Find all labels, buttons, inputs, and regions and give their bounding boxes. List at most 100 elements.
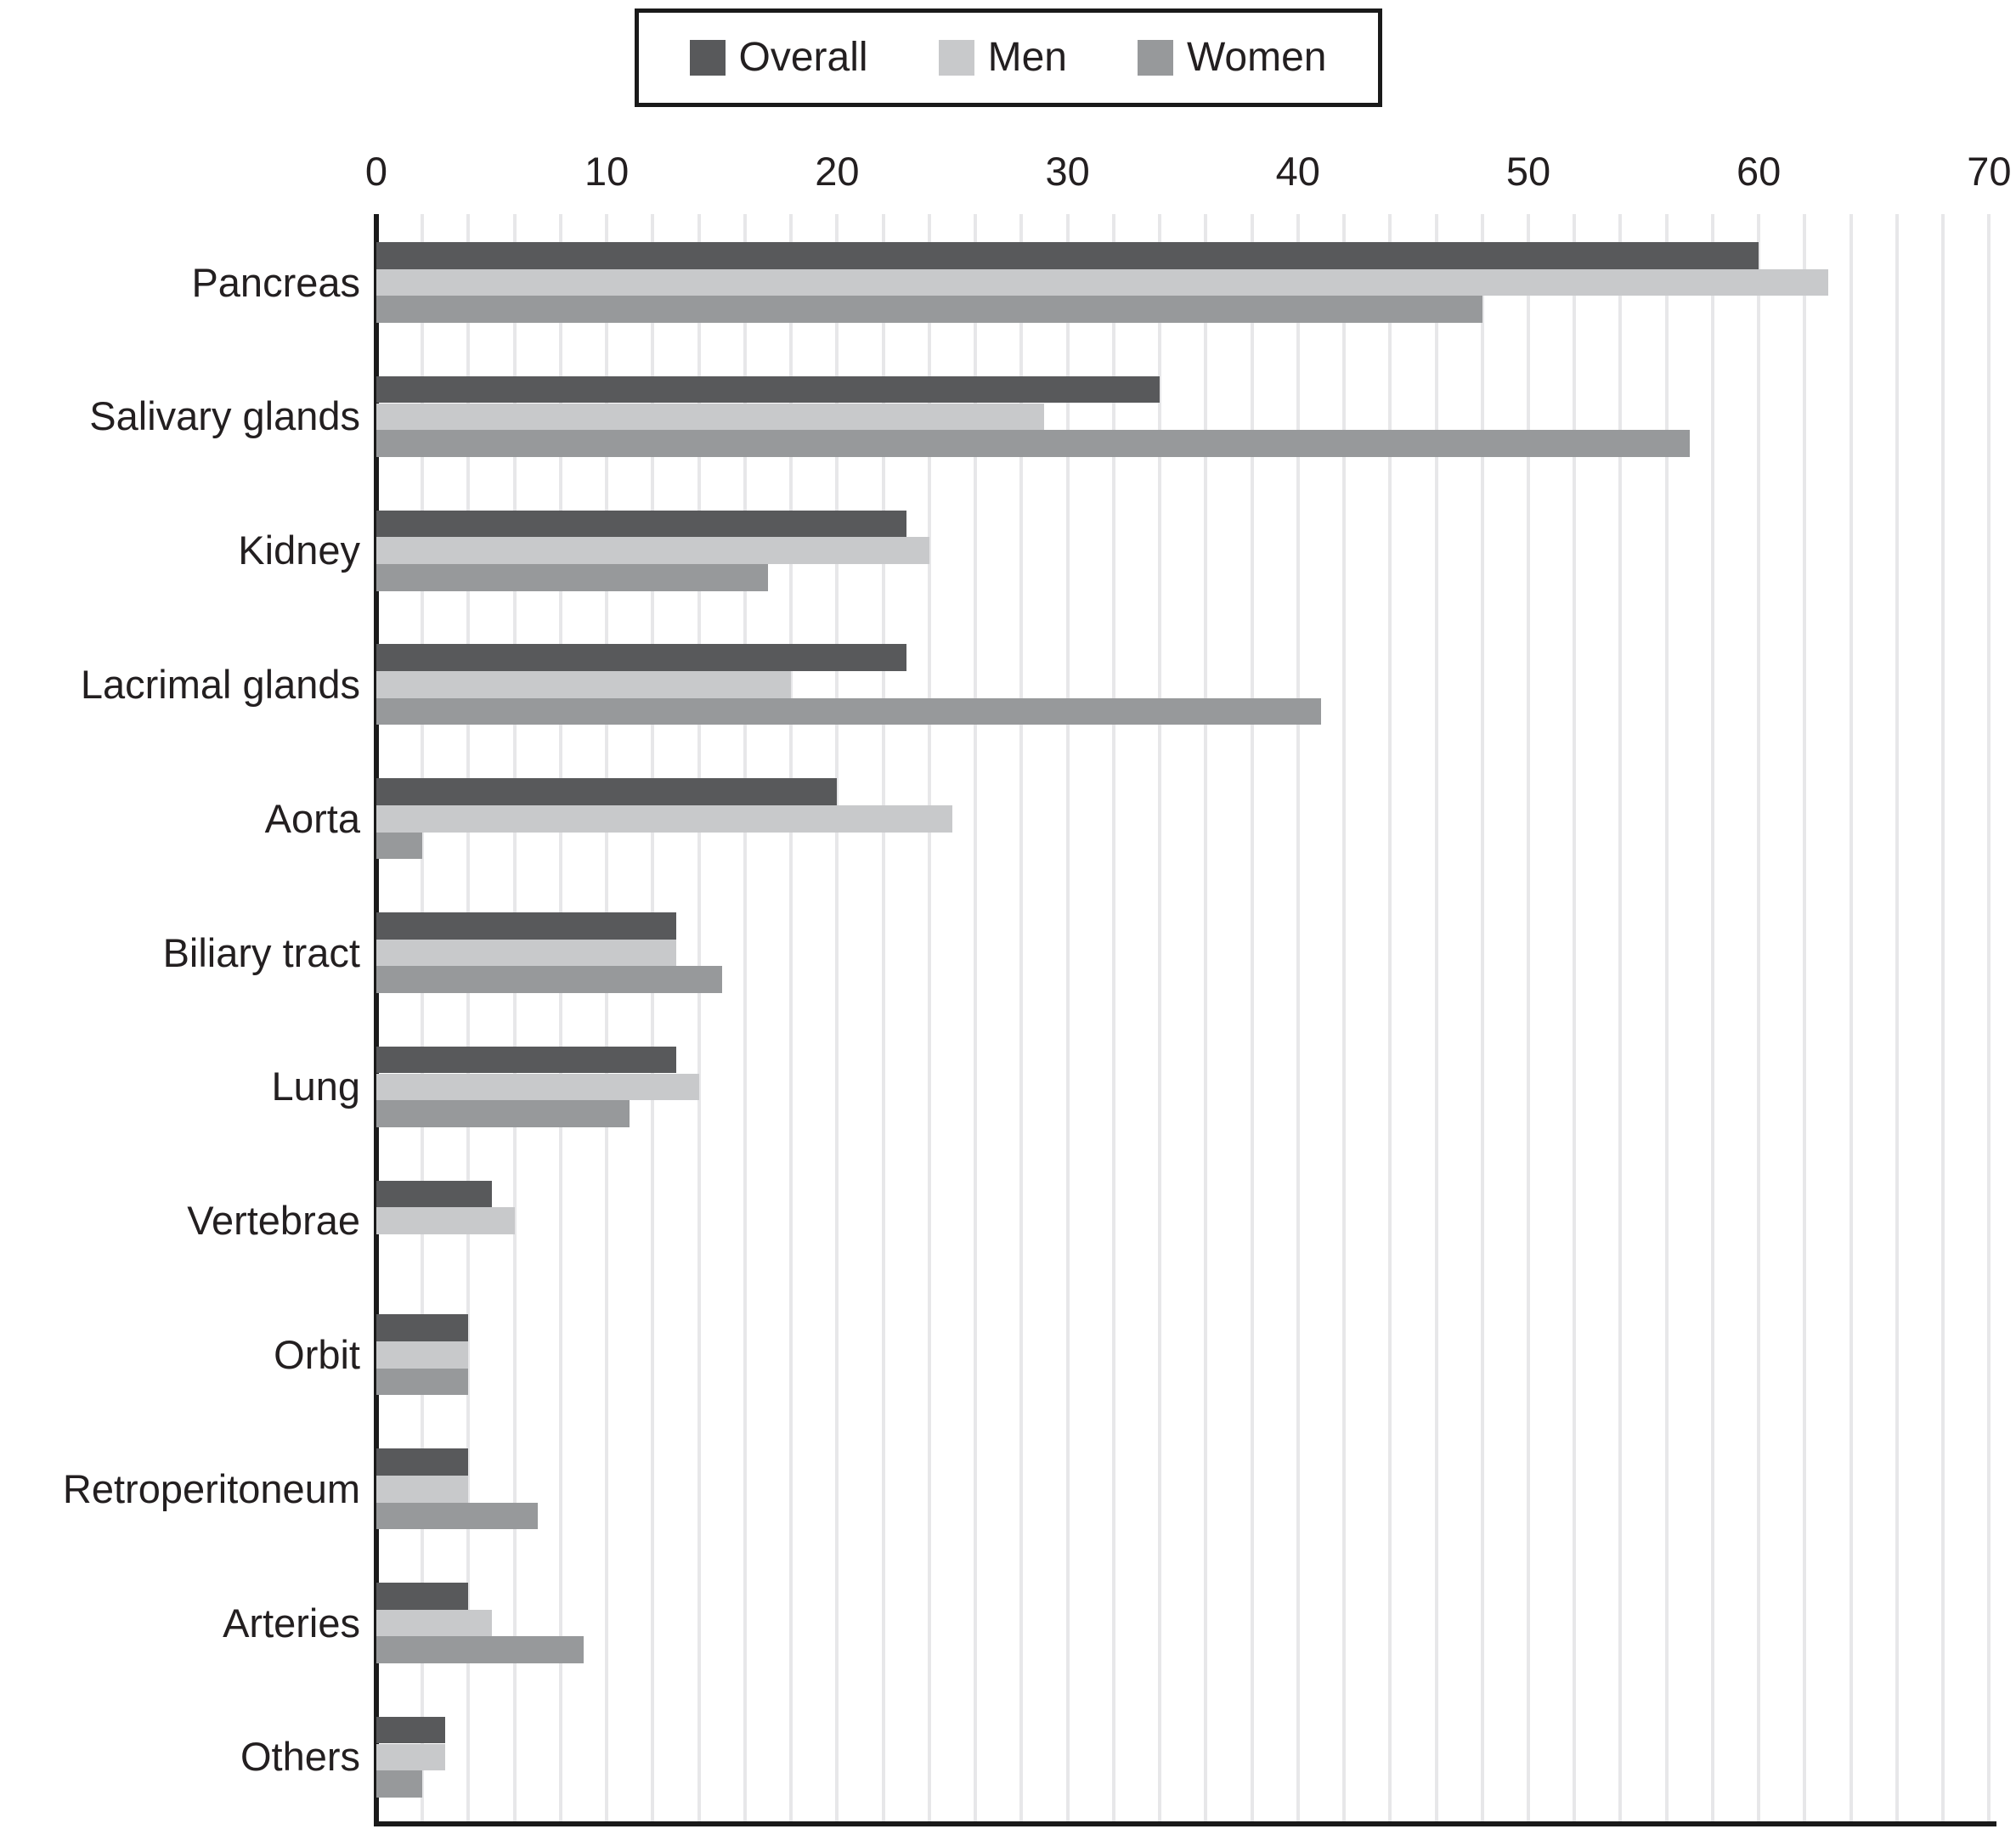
x-axis-tick-label: 70 [1967,149,2012,194]
gridline [1573,214,1577,1825]
bar-overall-lung [376,1046,676,1074]
bar-overall-orbit [376,1314,469,1342]
bar-women-lacrimal-glands [376,697,1321,725]
x-axis-tick-label: 20 [815,149,860,194]
category-label-kidney: Kidney [238,528,360,573]
gridline [1065,214,1070,1825]
gridline [1480,214,1484,1825]
gridline [1895,214,1899,1825]
bar-men-retroperitoneum [376,1475,469,1503]
bar-men-biliary-tract [376,939,676,967]
bar-women-kidney [376,564,769,591]
bar-overall-salivary-glands [376,375,1160,404]
gridline [1204,214,1208,1825]
gridline [1019,214,1024,1825]
gridline [743,214,747,1825]
gridline [558,214,562,1825]
bar-women-aorta [376,832,423,860]
gridline [1296,214,1300,1825]
category-label-biliary-tract: Biliary tract [162,929,360,975]
bar-overall-kidney [376,510,906,538]
bar-overall-lacrimal-glands [376,644,906,672]
gridline [1849,214,1853,1825]
gridline [1987,214,1991,1825]
bar-men-kidney [376,537,929,564]
gridline [697,214,701,1825]
bar-men-salivary-glands [376,403,1045,431]
bar-women-retroperitoneum [376,1502,538,1530]
legend-item-men: Men [938,35,1067,80]
gridline [1388,214,1392,1825]
category-label-lacrimal-glands: Lacrimal glands [80,661,360,707]
bar-overall-biliary-tract [376,912,676,940]
category-label-retroperitoneum: Retroperitoneum [62,1465,360,1511]
gridline [1757,214,1761,1825]
gridline [512,214,517,1825]
bar-men-aorta [376,804,952,833]
gridline [1710,214,1714,1825]
bar-overall-others [376,1716,446,1744]
gridline [1618,214,1623,1825]
gridline [1803,214,1807,1825]
category-label-others: Others [240,1734,360,1780]
gridline [1527,214,1530,1825]
x-axis-tick-label: 50 [1505,149,1551,194]
gridline [1434,214,1438,1825]
legend-label-men: Men [987,35,1067,80]
gridline [881,214,885,1825]
bar-men-vertebrae [376,1207,515,1234]
gridline [605,214,609,1825]
legend-item-women: Women [1137,35,1327,80]
gridline [1250,214,1254,1825]
bar-women-biliary-tract [376,966,722,994]
bar-women-arteries [376,1636,584,1664]
gridline [927,214,931,1825]
bar-overall-retroperitoneum [376,1448,469,1476]
bar-men-pancreas [376,268,1828,296]
bar-women-orbit [376,1368,469,1396]
category-label-pancreas: Pancreas [191,259,360,305]
bar-men-arteries [376,1609,492,1637]
legend: Overall Men Women [634,8,1382,107]
bar-women-others [376,1770,423,1798]
legend-swatch-overall [689,40,726,76]
bar-overall-vertebrae [376,1180,492,1208]
gridline [789,214,793,1825]
bar-men-lung [376,1073,699,1101]
bar-women-pancreas [376,296,1482,324]
bar-overall-aorta [376,778,838,805]
bar-women-salivary-glands [376,430,1690,457]
category-label-aorta: Aorta [264,795,360,841]
bar-women-lung [376,1100,630,1127]
bar-overall-arteries [376,1583,469,1610]
gridline [1158,214,1162,1825]
legend-item-overall: Overall [689,35,868,80]
bar-men-lacrimal-glands [376,671,792,698]
legend-label-women: Women [1186,35,1327,80]
legend-label-overall: Overall [738,35,868,80]
x-axis-tick-label: 30 [1045,149,1090,194]
category-label-arteries: Arteries [223,1600,360,1646]
x-axis-tick-label: 60 [1736,149,1782,194]
x-axis-line [374,1821,1997,1826]
legend-swatch-women [1137,40,1173,76]
gridline [466,214,471,1825]
gridline [1111,214,1115,1825]
bar-men-orbit [376,1341,469,1369]
gridline [1664,214,1669,1825]
x-axis-tick-label: 40 [1275,149,1320,194]
y-axis-line [374,214,379,1825]
category-label-salivary-glands: Salivary glands [89,393,360,439]
x-axis-tick-label: 0 [364,149,388,194]
gridline [651,214,655,1825]
category-label-vertebrae: Vertebrae [187,1198,360,1244]
gridline [421,214,425,1825]
legend-swatch-men [938,40,974,76]
bar-overall-pancreas [376,242,1759,269]
bar-men-others [376,1743,446,1771]
gridline [1941,214,1945,1825]
gridline [1342,214,1347,1825]
gridline [835,214,839,1825]
category-label-lung: Lung [271,1064,360,1109]
